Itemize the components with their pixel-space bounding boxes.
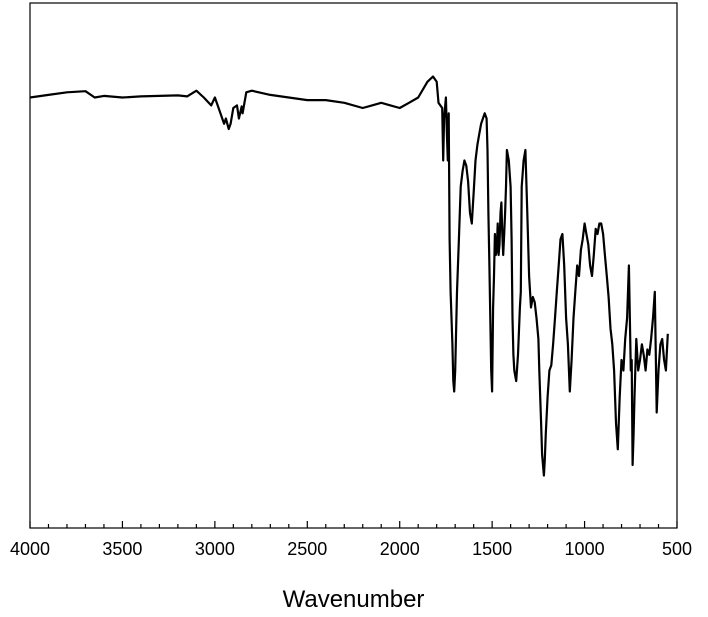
x-tick-label: 4000 bbox=[10, 539, 50, 559]
x-axis-ticks bbox=[29, 521, 678, 528]
x-tick-label: 3500 bbox=[102, 539, 142, 559]
spectrum-line bbox=[29, 75, 669, 477]
x-tick-label: 2500 bbox=[287, 539, 327, 559]
x-axis-tick-labels: 4000 3500 3000 2500 2000 1500 1000 500 bbox=[10, 539, 692, 559]
plot-frame bbox=[29, 2, 678, 529]
x-tick-label: 500 bbox=[662, 539, 692, 559]
x-tick-label: 2000 bbox=[380, 539, 420, 559]
x-tick-label: 1500 bbox=[472, 539, 512, 559]
x-tick-label: 3000 bbox=[195, 539, 235, 559]
x-tick-label: 1000 bbox=[565, 539, 605, 559]
x-axis-title: Wavenumber bbox=[283, 586, 425, 613]
